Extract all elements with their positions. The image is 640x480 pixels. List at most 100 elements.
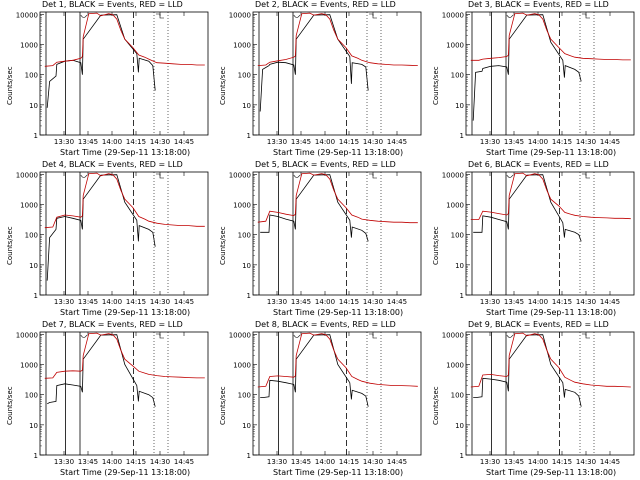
x-tick-label: 14:45: [600, 458, 620, 466]
y-axis-label: Counts/sec: [219, 386, 227, 425]
plot-frame: [39, 11, 209, 136]
lld-series-line: [470, 12, 631, 61]
x-tick-label: 13:45: [78, 138, 98, 146]
attenuator-marker: [80, 14, 88, 18]
x-tick-label: 13:30: [54, 138, 74, 146]
detector-panel: Det 5, BLACK = Events, RED = LLD 1 10 100 10…: [213, 160, 426, 320]
plot-svg: 1 10 100 1000 10000 13:30 13:45 14:00 14:15 14:30…: [229, 331, 422, 466]
plot-svg: 1 10 100 1000 10000 13:30 13:45 14:00 14:15 14:30…: [442, 11, 635, 146]
chart-title: Det 7, BLACK = Events, RED = LLD: [42, 320, 183, 329]
plot-frame: [465, 171, 635, 296]
events-series-line: [473, 174, 582, 242]
y-tick-label: 10000: [16, 331, 38, 339]
x-tick-label: 14:30: [150, 138, 170, 146]
y-tick-label: 10000: [229, 11, 251, 19]
detector-panel: Det 6, BLACK = Events, RED = LLD 1 10 100 10…: [426, 160, 639, 320]
plot-frame: [252, 331, 422, 456]
attenuator-marker: [80, 334, 88, 338]
x-tick-label: 14:30: [150, 298, 170, 306]
lld-series-line: [44, 172, 205, 229]
attenuator-marker: [582, 13, 590, 19]
plot-svg: 1 10 100 1000 10000 13:30 13:45 14:00 14:15 14:30…: [229, 171, 422, 306]
y-tick-label: 1000: [20, 202, 38, 210]
x-axis-label: Start Time (29-Sep-11 13:18:00): [60, 308, 191, 317]
y-tick-label: 100: [25, 232, 38, 240]
x-tick-label: 13:45: [291, 458, 311, 466]
events-series-line: [46, 14, 156, 108]
y-axis-label: Counts/sec: [6, 386, 14, 425]
attenuator-marker: [369, 333, 377, 339]
x-tick-label: 14:00: [315, 298, 335, 306]
plot-svg: 1 10 100 1000 10000 13:30 13:45 14:00 14:15 14:30…: [442, 171, 635, 306]
plot-svg: 1 10 100 1000 10000 13:30 13:45 14:00 14:15 14:30…: [16, 331, 209, 466]
chart-title: Det 9, BLACK = Events, RED = LLD: [468, 320, 609, 329]
attenuator-marker: [369, 13, 377, 19]
attenuator-marker: [156, 13, 164, 19]
y-tick-label: 10000: [442, 171, 464, 179]
x-tick-label: 14:00: [315, 458, 335, 466]
attenuator-marker: [293, 174, 301, 178]
y-tick-label: 100: [238, 392, 251, 400]
y-tick-label: 10000: [16, 11, 38, 19]
y-tick-label: 1: [34, 132, 38, 140]
y-tick-label: 10000: [229, 331, 251, 339]
attenuator-marker: [506, 174, 514, 178]
attenuator-marker: [582, 333, 590, 339]
events-series-line: [47, 334, 156, 407]
chart-title: Det 1, BLACK = Events, RED = LLD: [42, 0, 183, 9]
y-tick-label: 1000: [20, 362, 38, 370]
x-tick-label: 14:45: [387, 298, 407, 306]
x-tick-label: 14:15: [552, 138, 572, 146]
plot-frame: [252, 171, 422, 296]
y-tick-label: 10: [455, 262, 464, 270]
y-tick-label: 1000: [233, 42, 251, 50]
detector-panel: Det 1, BLACK = Events, RED = LLD 1 10 100 10…: [0, 0, 213, 160]
y-tick-label: 1: [460, 292, 464, 300]
x-tick-label: 13:30: [267, 138, 287, 146]
y-tick-label: 1000: [20, 42, 38, 50]
x-tick-label: 14:15: [339, 138, 359, 146]
y-tick-label: 100: [451, 232, 464, 240]
y-tick-label: 1000: [446, 362, 464, 370]
x-axis-label: Start Time (29-Sep-11 13:18:00): [486, 468, 617, 477]
x-tick-label: 14:00: [102, 298, 122, 306]
x-tick-label: 13:45: [291, 138, 311, 146]
y-axis-label: Counts/sec: [432, 386, 440, 425]
events-series-line: [260, 334, 369, 407]
x-axis-label: Start Time (29-Sep-11 13:18:00): [60, 148, 191, 157]
y-tick-label: 10000: [16, 171, 38, 179]
x-axis-label: Start Time (29-Sep-11 13:18:00): [60, 468, 191, 477]
y-tick-label: 100: [451, 392, 464, 400]
x-tick-label: 14:45: [387, 138, 407, 146]
y-tick-label: 100: [25, 72, 38, 80]
y-axis-label: Counts/sec: [432, 66, 440, 105]
x-tick-label: 13:45: [78, 458, 98, 466]
y-axis-label: Counts/sec: [432, 226, 440, 265]
plot-svg: 1 10 100 1000 10000 13:30 13:45 14:00 14:15 14:30…: [16, 171, 209, 306]
y-tick-label: 10000: [442, 331, 464, 339]
x-axis-label: Start Time (29-Sep-11 13:18:00): [273, 468, 404, 477]
x-tick-label: 14:45: [600, 298, 620, 306]
x-tick-label: 14:30: [576, 138, 596, 146]
x-tick-label: 14:00: [528, 458, 548, 466]
x-tick-label: 13:45: [504, 138, 524, 146]
lld-series-line: [257, 12, 418, 66]
detector-panel: Det 9, BLACK = Events, RED = LLD 1 10 100 10…: [426, 320, 639, 480]
plot-frame: [39, 331, 209, 456]
attenuator-marker: [156, 173, 164, 179]
lld-series-line: [470, 332, 631, 388]
y-tick-label: 10000: [229, 171, 251, 179]
y-axis-label: Counts/sec: [6, 226, 14, 265]
detector-panel: Det 3, BLACK = Events, RED = LLD 1 10 100 10…: [426, 0, 639, 160]
attenuator-marker: [582, 173, 590, 179]
x-tick-label: 14:30: [150, 458, 170, 466]
lld-series-line: [470, 172, 631, 220]
lld-series-line: [257, 332, 418, 388]
x-tick-label: 13:45: [504, 458, 524, 466]
chart-title: Det 4, BLACK = Events, RED = LLD: [42, 160, 183, 169]
x-tick-label: 14:00: [315, 138, 335, 146]
lld-series-line: [257, 172, 418, 224]
detector-panel: Det 8, BLACK = Events, RED = LLD 1 10 100 10…: [213, 320, 426, 480]
x-tick-label: 14:15: [339, 458, 359, 466]
